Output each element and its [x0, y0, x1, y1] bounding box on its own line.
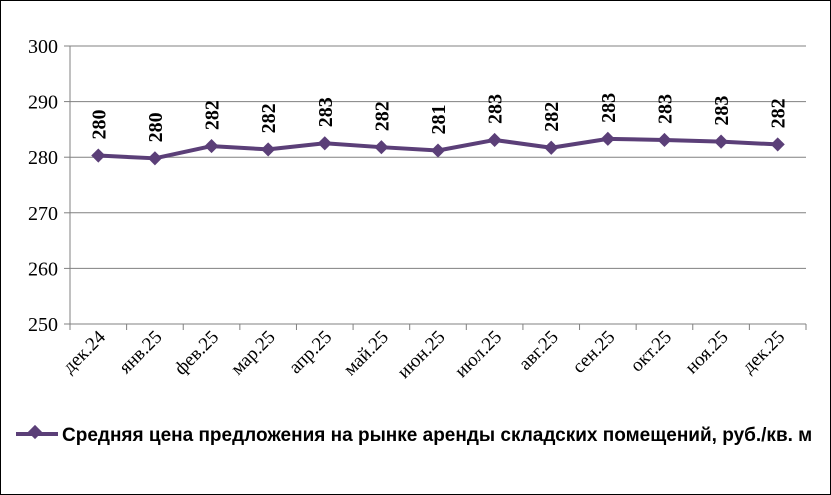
data-label: 283	[711, 96, 733, 126]
data-point-marker	[770, 137, 785, 152]
data-label: 283	[485, 94, 507, 124]
y-tick-label: 300	[28, 36, 58, 58]
y-tick-label: 250	[28, 314, 58, 336]
data-label: 282	[258, 103, 280, 133]
data-label: 280	[145, 112, 167, 142]
y-tick-label: 280	[28, 147, 58, 169]
x-tick-label: янв.25	[115, 327, 166, 378]
x-tick-label: дек.24	[59, 326, 110, 377]
data-point-marker	[204, 139, 219, 154]
y-tick-label: 260	[28, 258, 58, 280]
data-point-marker	[261, 142, 276, 157]
data-labels: 280 280 282 282 283 282 281 283 282 283 283 283 282	[88, 93, 789, 142]
data-label: 282	[541, 102, 563, 132]
data-point-marker	[430, 143, 446, 158]
x-tick-label: дек.25	[738, 327, 789, 378]
data-point-marker	[147, 151, 162, 166]
x-tick-label: ноя.25	[681, 327, 732, 378]
data-label: 283	[654, 94, 676, 124]
legend-marker	[14, 422, 62, 450]
legend-label: Средняя цена предложения на рынке аренды…	[62, 425, 813, 446]
data-point-marker	[657, 132, 672, 148]
x-tick-label: окт.25	[626, 327, 676, 377]
data-label: 282	[371, 101, 393, 131]
gridlines	[70, 45, 806, 269]
data-label: 281	[428, 105, 450, 135]
x-tick-label: июн.25	[393, 327, 449, 383]
data-label: 282	[202, 100, 224, 130]
x-tick-label: июл.25	[451, 327, 506, 382]
x-tick-label: авг.25	[515, 327, 563, 375]
data-label: 282	[768, 98, 790, 128]
data-point-marker	[91, 148, 106, 163]
data-point-marker	[544, 140, 559, 155]
data-point-marker	[317, 136, 332, 151]
x-tick-label: фев.25	[170, 327, 223, 380]
x-tick-label: май.25	[340, 327, 393, 380]
x-tick-label: мар.25	[227, 327, 280, 380]
x-tick-label: сен.25	[568, 327, 619, 378]
data-point-marker	[487, 132, 502, 148]
y-axis-ticks: 250 260 270 280 290 300	[28, 36, 58, 336]
data-label: 283	[598, 93, 620, 123]
data-point-marker	[374, 140, 389, 155]
y-tick-label: 290	[28, 92, 58, 114]
axes	[64, 45, 807, 330]
x-axis-ticks: дек.24 янв.25 фев.25 мар.25 апр.25 май.25 июн.…	[59, 326, 789, 382]
data-point-marker	[600, 131, 615, 146]
x-tick-label: апр.25	[285, 327, 336, 378]
data-label: 283	[315, 97, 337, 127]
series-line	[91, 131, 785, 166]
data-label: 280	[88, 110, 110, 140]
data-point-marker	[714, 134, 729, 149]
legend: Средняя цена предложения на рынке аренды…	[14, 422, 824, 450]
y-tick-label: 270	[28, 203, 58, 225]
